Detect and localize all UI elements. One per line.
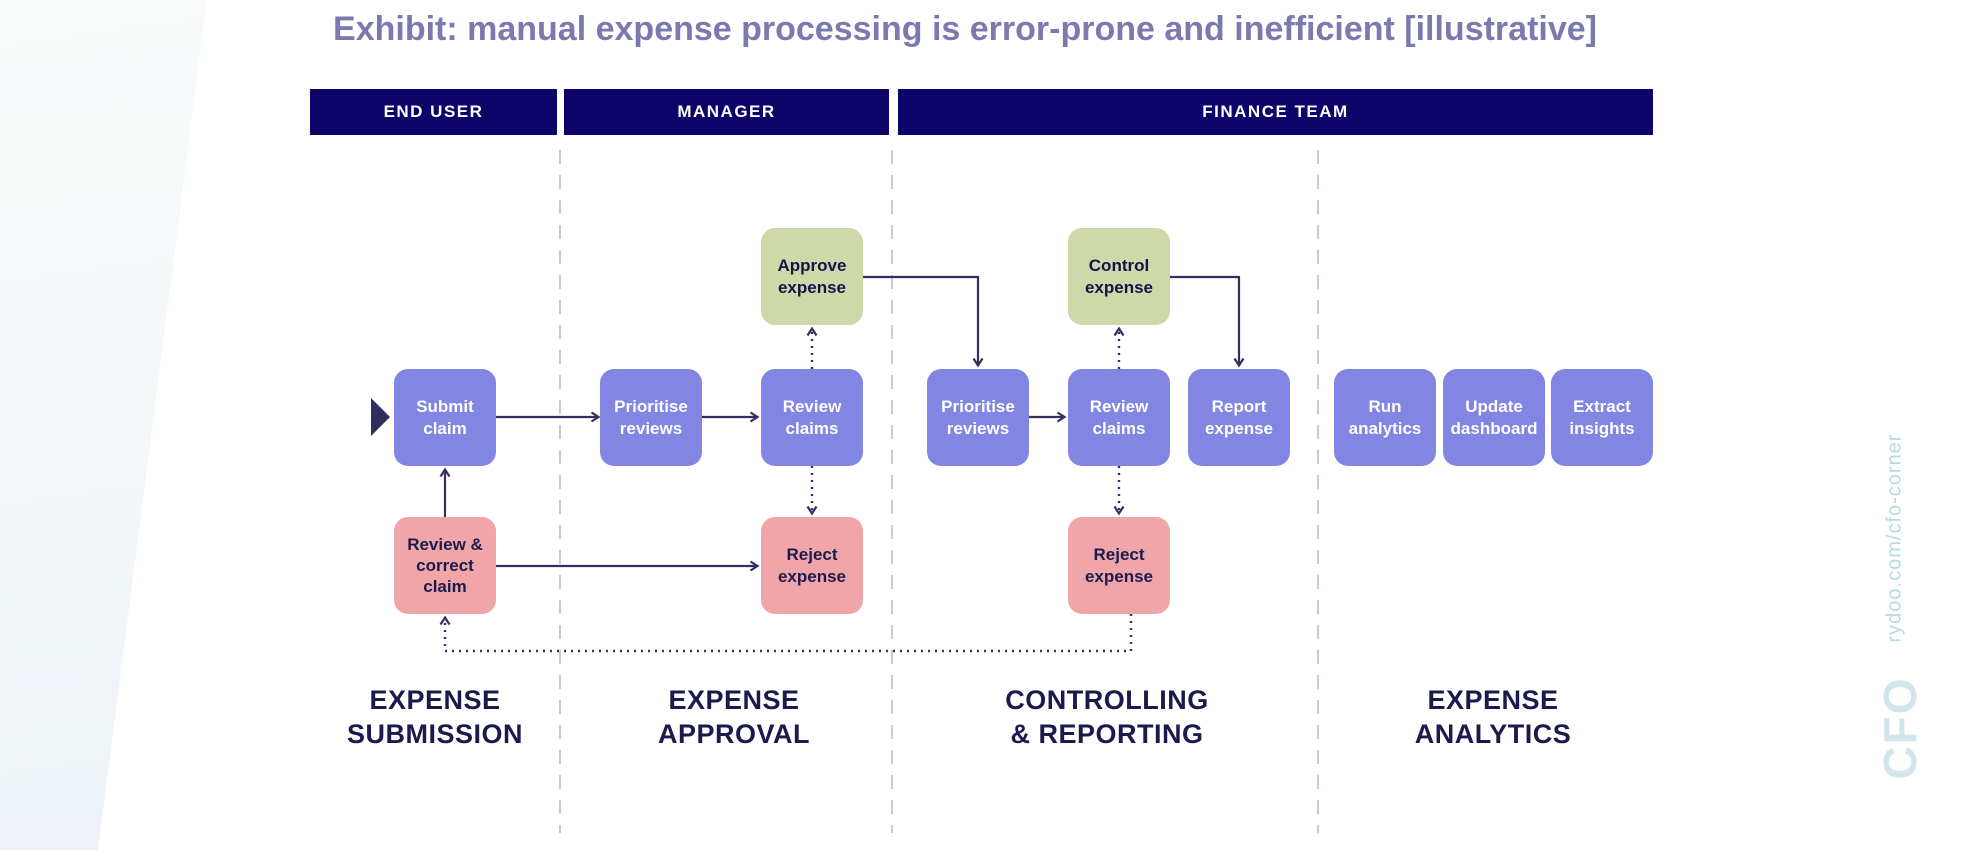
connector-reject-return-loop xyxy=(439,614,1133,653)
lane-header-manager: MANAGER xyxy=(564,89,889,135)
lane-header-finance-team: FINANCE TEAM xyxy=(898,89,1653,135)
stage-label-expense-submission: EXPENSE SUBMISSION xyxy=(346,685,524,749)
node-prioritise-reviews-finance: Prioritise reviews xyxy=(927,369,1029,466)
watermark-url-text: rydoo.com/cfo-corner xyxy=(1883,433,1906,643)
node-report-expense: Report expense xyxy=(1188,369,1290,466)
node-run-analytics: Run analytics xyxy=(1334,369,1436,466)
node-submit-claim: Submit claim xyxy=(394,369,496,466)
exhibit-title: Exhibit: manual expense processing is er… xyxy=(333,10,1597,48)
connector-control-to-report xyxy=(1170,275,1245,368)
lane-header-end-user: END USER xyxy=(310,89,557,135)
node-prioritise-reviews-manager: Prioritise reviews xyxy=(600,369,702,466)
node-control-expense: Control expense xyxy=(1068,228,1170,325)
node-reject-expense-manager: Reject expense xyxy=(761,517,863,614)
connector-approve-to-prioritise-finance xyxy=(863,275,984,368)
stage-label-expense-approval: EXPENSE APPROVAL xyxy=(657,685,811,749)
stage-label-expense-analytics: EXPENSE ANALYTICS xyxy=(1414,685,1572,749)
cfo-corner-logo: CFO xyxy=(1874,676,1926,780)
node-reject-expense-finance: Reject expense xyxy=(1068,517,1170,614)
node-approve-expense: Approve expense xyxy=(761,228,863,325)
node-review-claims-finance: Review claims xyxy=(1068,369,1170,466)
stage-label-controlling-reporting: CONTROLLING & REPORTING xyxy=(1005,685,1209,749)
node-update-dashboard: Update dashboard xyxy=(1443,369,1545,466)
node-review-correct-claim: Review & correct claim xyxy=(394,517,496,614)
node-extract-insights: Extract insights xyxy=(1551,369,1653,466)
node-review-claims-manager: Review claims xyxy=(761,369,863,466)
flow-start-triangle-icon xyxy=(371,398,390,436)
